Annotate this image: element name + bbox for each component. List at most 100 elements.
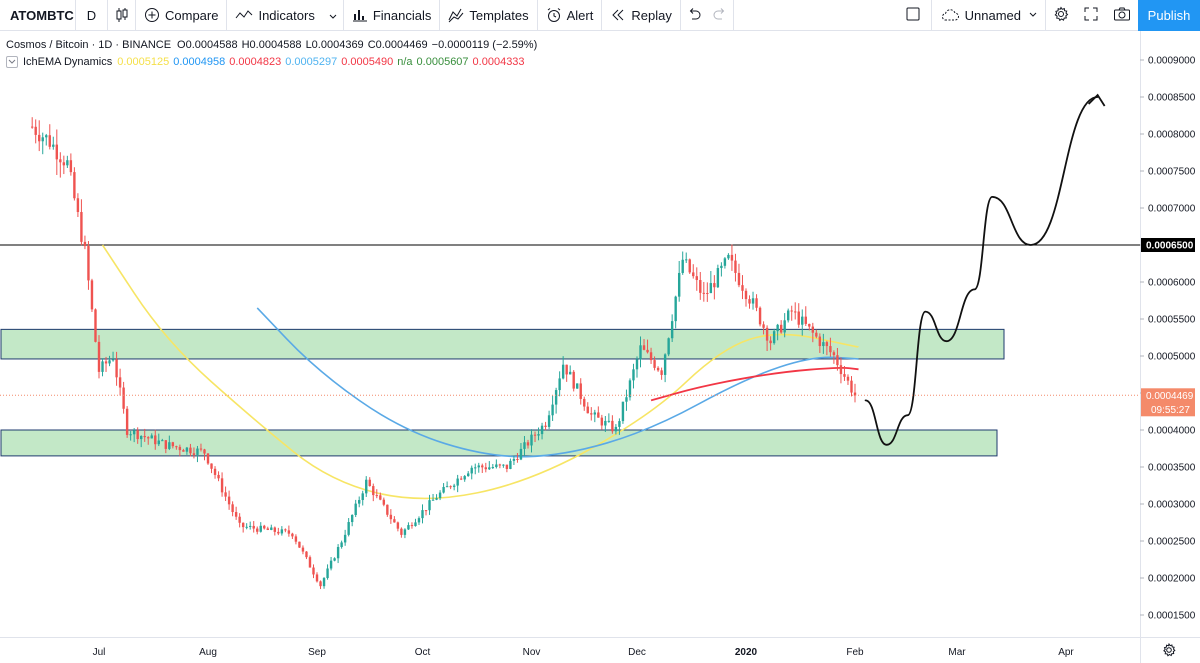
candle-body: [431, 499, 435, 501]
undo-button[interactable]: [681, 0, 707, 31]
candle: [639, 336, 642, 368]
replay-button[interactable]: Replay: [602, 0, 681, 31]
candle-body: [808, 323, 811, 327]
indicators-button[interactable]: Indicators: [227, 0, 322, 31]
candle: [663, 353, 667, 383]
publish-button[interactable]: Publish: [1138, 0, 1200, 31]
candle-body: [329, 560, 333, 569]
multi-layout-button[interactable]: [895, 0, 931, 31]
candle: [801, 309, 804, 336]
candle-body: [790, 310, 793, 312]
candle-body: [467, 473, 470, 477]
candle: [410, 522, 414, 529]
candle: [537, 427, 540, 441]
candles: [30, 117, 857, 590]
price-tick-label: 0.0009000: [1148, 56, 1196, 67]
templates-button[interactable]: Templates: [440, 0, 538, 31]
candle: [576, 383, 579, 389]
time-axis[interactable]: Jul Aug Sep Oct Nov Dec 2020 Feb Mar Apr: [93, 647, 1075, 658]
candle-body: [129, 434, 132, 436]
candle-body: [350, 514, 354, 523]
candle-body: [730, 254, 734, 261]
chart-settings-gear[interactable]: [1163, 642, 1176, 657]
candle-body: [642, 345, 646, 350]
candle: [203, 448, 206, 461]
candle-body: [600, 417, 604, 426]
candle-body: [670, 321, 674, 339]
candle-body: [358, 500, 361, 504]
candle-body: [372, 486, 375, 496]
settings-button[interactable]: [1046, 0, 1076, 31]
indicator-value: n/a: [397, 56, 413, 68]
candle: [832, 350, 836, 364]
candle: [94, 308, 97, 343]
candle-body: [481, 465, 484, 468]
candle: [561, 356, 565, 380]
candle-body: [551, 404, 554, 416]
candle-body: [646, 349, 649, 353]
candle: [540, 422, 544, 440]
candle-body: [231, 504, 234, 513]
price-chart[interactable]: 0.0009000 0.0008500 0.0008000 0.0007500 0.00…: [0, 31, 1200, 663]
indicator-value: 0.0005490: [341, 56, 394, 68]
candle: [646, 339, 649, 354]
candle: [192, 447, 196, 459]
layout-name-button[interactable]: Unnamed: [930, 0, 1046, 31]
candle-body: [347, 522, 350, 535]
candle-body: [118, 377, 122, 388]
compare-button[interactable]: Compare: [136, 0, 228, 31]
candle: [129, 431, 132, 441]
candle-body: [663, 354, 667, 375]
chart-legend: Cosmos / Bitcoin · 1D · BINANCE O0.00045…: [6, 37, 541, 70]
candle-body: [667, 338, 670, 355]
candle: [210, 463, 213, 474]
alert-button[interactable]: Alert: [538, 0, 603, 31]
price-axis[interactable]: 0.0009000 0.0008500 0.0008000 0.0007500 0.00…: [1140, 56, 1196, 622]
price-tick-label: 0.0004000: [1148, 426, 1196, 437]
indicator-name[interactable]: IchEMA Dynamics: [23, 56, 113, 68]
legend-close: C0.0004469: [367, 39, 428, 51]
chart-type-button[interactable]: [108, 0, 136, 31]
redo-button[interactable]: [707, 0, 734, 31]
candle: [234, 506, 238, 520]
candle-body: [572, 371, 575, 389]
candle-body: [161, 440, 164, 442]
candle-body: [305, 551, 308, 558]
symbol-search-button[interactable]: ATOMBTC: [0, 0, 76, 31]
chart-area[interactable]: 0.0009000 0.0008500 0.0008000 0.0007500 0.00…: [0, 31, 1200, 663]
candle: [157, 433, 160, 447]
interval-button[interactable]: D: [76, 0, 108, 31]
candle: [414, 518, 417, 527]
candle: [674, 295, 677, 329]
financials-button[interactable]: Financials: [344, 0, 441, 31]
candle: [649, 347, 653, 364]
candle-body: [509, 460, 512, 469]
candle: [741, 275, 744, 300]
bar-countdown-label: 09:55:27: [1151, 405, 1190, 416]
hline-price-badge: [1141, 238, 1195, 252]
candle-body: [147, 437, 150, 439]
candle: [259, 522, 262, 533]
collapse-legend-button[interactable]: [6, 56, 18, 68]
candle-body: [502, 464, 505, 466]
candle: [769, 336, 772, 351]
candle-body: [277, 531, 280, 534]
indicators-dropdown-button[interactable]: [323, 0, 344, 31]
rewind-icon: [610, 7, 626, 23]
candle-body: [801, 316, 804, 325]
candle-body: [804, 316, 807, 324]
projection-drawing[interactable]: [864, 93, 1106, 446]
candle-body: [157, 440, 160, 445]
candle-body: [839, 365, 843, 375]
fullscreen-button[interactable]: [1076, 0, 1106, 31]
candle-body: [533, 434, 537, 436]
candle: [843, 366, 846, 381]
candle: [688, 258, 691, 274]
candle: [794, 302, 797, 320]
candle: [69, 153, 73, 176]
candle: [284, 528, 287, 533]
snapshot-button[interactable]: [1106, 0, 1138, 31]
candle: [396, 521, 400, 532]
candle-body: [685, 259, 688, 261]
candle: [519, 443, 523, 461]
